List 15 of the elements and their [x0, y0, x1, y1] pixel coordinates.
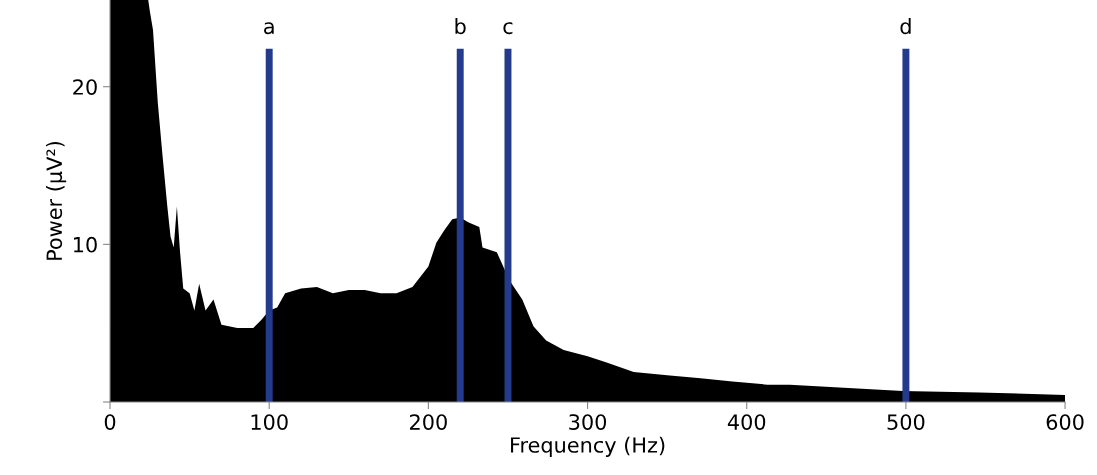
x-tick-label: 500: [887, 414, 925, 430]
x-tick-label: 100: [251, 414, 288, 430]
x-axis-title: Frequency (Hz): [511, 436, 665, 457]
x-tick-label: 600: [1046, 414, 1084, 430]
ref-line-label: c: [503, 22, 513, 35]
ref-line-label: b: [455, 18, 466, 35]
x-tick-label: 400: [727, 414, 766, 430]
y-tick-label: 20: [73, 79, 97, 95]
ref-line-label: d: [900, 18, 911, 35]
x-tick-label: 0: [104, 414, 116, 430]
y-tick-label: 10: [74, 236, 97, 253]
x-tick-label: 200: [410, 414, 447, 430]
x-tick-label: 300: [569, 414, 607, 430]
y-axis-title: Power (µV²): [46, 141, 67, 260]
ref-line-label: a: [264, 22, 274, 35]
